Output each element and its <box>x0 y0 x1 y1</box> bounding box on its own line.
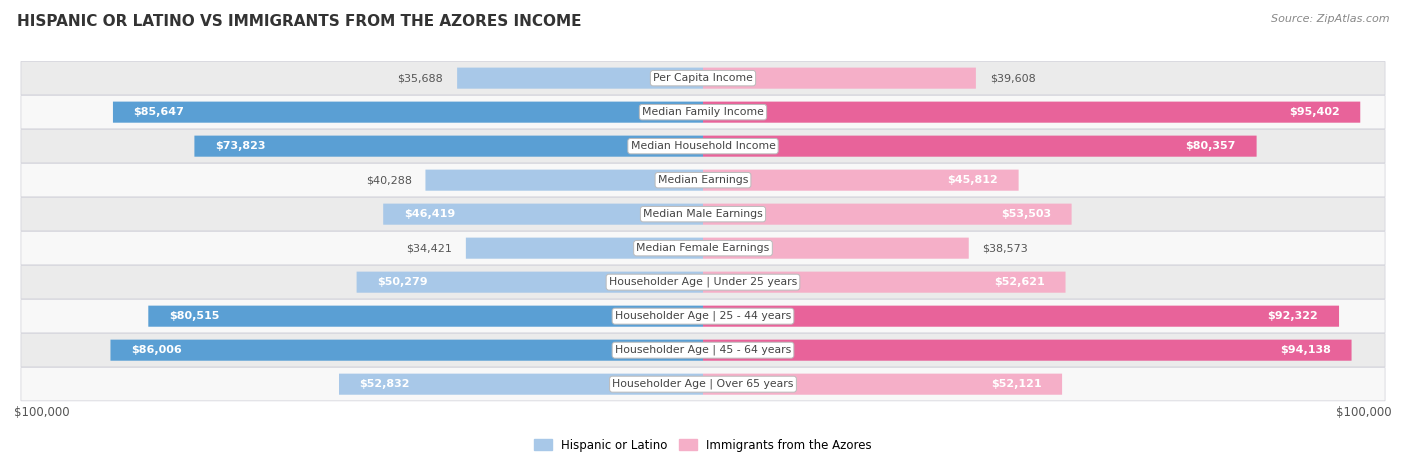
FancyBboxPatch shape <box>703 238 969 259</box>
Text: Per Capita Income: Per Capita Income <box>652 73 754 83</box>
FancyBboxPatch shape <box>194 135 703 157</box>
FancyBboxPatch shape <box>384 204 703 225</box>
Text: $92,322: $92,322 <box>1268 311 1319 321</box>
Text: $38,573: $38,573 <box>983 243 1028 253</box>
Text: $53,503: $53,503 <box>1001 209 1050 219</box>
Text: $35,688: $35,688 <box>398 73 443 83</box>
Text: $50,279: $50,279 <box>377 277 427 287</box>
FancyBboxPatch shape <box>357 272 703 293</box>
FancyBboxPatch shape <box>21 198 1385 231</box>
FancyBboxPatch shape <box>21 368 1385 401</box>
Text: Householder Age | Over 65 years: Householder Age | Over 65 years <box>612 379 794 389</box>
Text: Source: ZipAtlas.com: Source: ZipAtlas.com <box>1271 14 1389 24</box>
FancyBboxPatch shape <box>21 266 1385 299</box>
Text: $80,357: $80,357 <box>1185 141 1236 151</box>
FancyBboxPatch shape <box>21 232 1385 265</box>
FancyBboxPatch shape <box>21 129 1385 163</box>
Text: Householder Age | 45 - 64 years: Householder Age | 45 - 64 years <box>614 345 792 355</box>
Text: $52,621: $52,621 <box>994 277 1045 287</box>
FancyBboxPatch shape <box>148 305 703 327</box>
FancyBboxPatch shape <box>703 68 976 89</box>
Text: Median Male Earnings: Median Male Earnings <box>643 209 763 219</box>
Text: Householder Age | Under 25 years: Householder Age | Under 25 years <box>609 277 797 287</box>
FancyBboxPatch shape <box>21 62 1385 95</box>
FancyBboxPatch shape <box>112 102 703 123</box>
Text: Median Female Earnings: Median Female Earnings <box>637 243 769 253</box>
FancyBboxPatch shape <box>426 170 703 191</box>
Text: $52,121: $52,121 <box>991 379 1042 389</box>
Text: $34,421: $34,421 <box>406 243 453 253</box>
Text: $80,515: $80,515 <box>169 311 219 321</box>
Text: Median Household Income: Median Household Income <box>630 141 776 151</box>
Text: Median Family Income: Median Family Income <box>643 107 763 117</box>
FancyBboxPatch shape <box>703 340 1351 361</box>
FancyBboxPatch shape <box>703 102 1360 123</box>
Text: HISPANIC OR LATINO VS IMMIGRANTS FROM THE AZORES INCOME: HISPANIC OR LATINO VS IMMIGRANTS FROM TH… <box>17 14 581 29</box>
FancyBboxPatch shape <box>465 238 703 259</box>
FancyBboxPatch shape <box>703 170 1018 191</box>
FancyBboxPatch shape <box>703 374 1062 395</box>
FancyBboxPatch shape <box>21 299 1385 333</box>
Legend: Hispanic or Latino, Immigrants from the Azores: Hispanic or Latino, Immigrants from the … <box>529 434 877 456</box>
Text: $100,000: $100,000 <box>14 406 70 419</box>
Text: $100,000: $100,000 <box>1336 406 1392 419</box>
Text: $45,812: $45,812 <box>948 175 998 185</box>
Text: Median Earnings: Median Earnings <box>658 175 748 185</box>
FancyBboxPatch shape <box>21 95 1385 129</box>
Text: $52,832: $52,832 <box>360 379 411 389</box>
Text: $86,006: $86,006 <box>131 345 181 355</box>
Text: $73,823: $73,823 <box>215 141 266 151</box>
Text: $40,288: $40,288 <box>366 175 412 185</box>
FancyBboxPatch shape <box>339 374 703 395</box>
FancyBboxPatch shape <box>111 340 703 361</box>
Text: $39,608: $39,608 <box>990 73 1035 83</box>
FancyBboxPatch shape <box>703 135 1257 157</box>
Text: $46,419: $46,419 <box>404 209 456 219</box>
Text: $85,647: $85,647 <box>134 107 184 117</box>
FancyBboxPatch shape <box>703 204 1071 225</box>
FancyBboxPatch shape <box>703 305 1339 327</box>
Text: Householder Age | 25 - 44 years: Householder Age | 25 - 44 years <box>614 311 792 321</box>
FancyBboxPatch shape <box>21 333 1385 367</box>
FancyBboxPatch shape <box>21 163 1385 197</box>
FancyBboxPatch shape <box>703 272 1066 293</box>
FancyBboxPatch shape <box>457 68 703 89</box>
Text: $94,138: $94,138 <box>1279 345 1331 355</box>
Text: $95,402: $95,402 <box>1289 107 1340 117</box>
